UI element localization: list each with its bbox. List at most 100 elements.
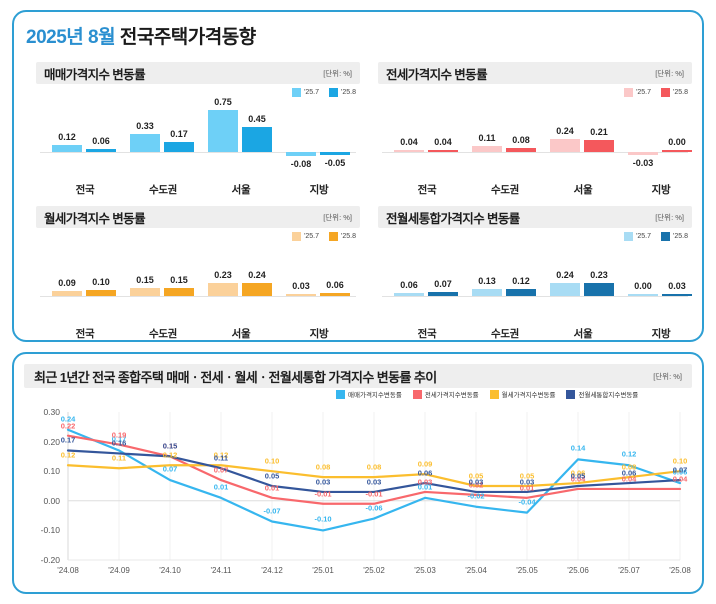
- bar-curr[interactable]: [428, 292, 458, 296]
- bar-prev[interactable]: [394, 149, 424, 152]
- trend-legend-item-3[interactable]: 전월세통합지수변동률: [566, 389, 638, 399]
- bar-value-label: 0.23: [214, 270, 232, 281]
- bar-curr[interactable]: [242, 126, 272, 152]
- data-point-label: 0.07: [213, 465, 229, 475]
- data-point-label: 0.03: [468, 477, 484, 487]
- bar-value-label: 0.24: [556, 125, 574, 136]
- data-point-label: 0.01: [213, 482, 229, 492]
- bar-prev[interactable]: [550, 138, 580, 152]
- page-title: 2025년 8월 전국주택가격동향: [26, 22, 256, 49]
- data-point-label: 0.11: [213, 453, 229, 463]
- x-axis-tick-label: '25.04: [465, 566, 487, 575]
- legend-swatch-icon: [329, 88, 339, 97]
- bar-prev[interactable]: [130, 133, 160, 152]
- data-point-label: 0.04: [672, 474, 688, 484]
- bar-prev[interactable]: [208, 110, 238, 152]
- y-axis-tick-label: 0.30: [43, 407, 60, 417]
- data-point-label: -0.04: [518, 497, 536, 507]
- trend-line-chart: 0.30 0.20 0.10 0.00 -0.10 -0.20'24.08 '24.09 '2…: [24, 404, 692, 590]
- trend-series-line-2[interactable]: [66, 464, 682, 488]
- y-axis-tick-label: 0.10: [43, 466, 60, 477]
- bar-prev[interactable]: [472, 288, 502, 296]
- bar-value-label: -0.03: [632, 157, 654, 168]
- bar-curr[interactable]: [320, 152, 350, 155]
- bar-curr[interactable]: [242, 282, 272, 296]
- category-label: 수도권: [490, 328, 520, 340]
- trend-series-line-3[interactable]: [66, 449, 682, 494]
- bar-prev[interactable]: [52, 290, 82, 296]
- bar-prev[interactable]: [130, 287, 160, 296]
- legend-item-curr: '25.8: [661, 232, 688, 241]
- bar-curr[interactable]: [86, 290, 116, 296]
- bar-curr[interactable]: [584, 140, 614, 152]
- bar-curr[interactable]: [506, 147, 536, 152]
- bar-curr[interactable]: [320, 292, 350, 296]
- trend-legend-item-1[interactable]: 전세가격지수변동률: [412, 389, 479, 399]
- panel-header-monthly-rent: 월세가격지수 변동률 [단위: %]: [36, 206, 360, 228]
- bar-group-1: 0.11 0.08 수도권: [466, 86, 544, 196]
- bar-prev[interactable]: [52, 145, 82, 152]
- category-label: 지방: [309, 328, 329, 340]
- bar-plot-area: 0.12 0.06 전국 0.33 0.17 수도권 0.75 0.45 서울 -0.08 -0.0…: [36, 86, 360, 196]
- data-point-label: 0.12: [621, 449, 637, 459]
- legend-label: 매매가격지수변동률: [348, 392, 402, 399]
- bar-prev[interactable]: [472, 145, 502, 152]
- data-point-label: 0.17: [111, 434, 127, 444]
- data-point-label: 0.01: [519, 483, 535, 493]
- data-point-label: 0.08: [315, 462, 331, 472]
- panel-combined-rent-price-index: 전월세통합가격지수 변동률 [단위: %] '25.7 '25.8 0.06 0.07 전국…: [378, 206, 692, 340]
- bar-prev[interactable]: [628, 152, 658, 155]
- category-label: 서울: [231, 328, 251, 340]
- data-point-label: 0.01: [417, 482, 433, 492]
- trend-series-line-0[interactable]: [66, 428, 682, 532]
- legend-swatch-icon: [412, 389, 422, 399]
- trend-legend-item-2[interactable]: 월세가격지수변동률: [489, 389, 555, 399]
- category-label: 서울: [573, 328, 593, 340]
- data-point-label: 0.10: [672, 456, 688, 466]
- bar-group-2: 0.24 0.21 서울: [544, 86, 622, 196]
- trend-chart-svg: [66, 412, 682, 561]
- bar-prev[interactable]: [550, 282, 580, 296]
- bar-curr[interactable]: [428, 149, 458, 152]
- panel-unit-note: [단위: %]: [655, 212, 684, 222]
- bar-group-0: 0.09 0.10 전국: [46, 230, 124, 340]
- bar-value-label: -0.08: [290, 159, 312, 170]
- bar-curr[interactable]: [662, 293, 692, 296]
- data-point-label: 0.19: [111, 430, 127, 440]
- panel-unit-note: [단위: %]: [323, 212, 352, 222]
- data-point-label: 0.01: [264, 483, 280, 493]
- bar-value-label: -0.05: [324, 157, 346, 168]
- trend-card: [12, 352, 704, 594]
- bar-curr[interactable]: [662, 149, 692, 152]
- bar-curr[interactable]: [86, 148, 116, 152]
- bar-curr[interactable]: [164, 287, 194, 296]
- trend-legend-item-0[interactable]: 매매가격지수변동률: [336, 389, 402, 399]
- bar-group-2: 0.24 0.23 서울: [544, 230, 622, 340]
- zero-baseline: [382, 152, 688, 153]
- data-point-label: 0.24: [60, 414, 76, 424]
- zero-baseline: [40, 296, 356, 297]
- bar-curr[interactable]: [584, 283, 614, 296]
- legend-item-prev: '25.7: [624, 88, 651, 97]
- legend-label: '25.8: [673, 89, 688, 96]
- x-axis-tick-label: '25.03: [414, 566, 436, 575]
- legend-label: '25.7: [304, 89, 320, 96]
- bar-prev[interactable]: [208, 283, 238, 296]
- data-point-label: 0.06: [672, 467, 688, 477]
- bar-prev[interactable]: [286, 152, 316, 157]
- bar-group-3: -0.03 0.00 지방: [622, 86, 700, 196]
- zero-baseline: [382, 296, 688, 297]
- legend-swatch-icon: [661, 232, 671, 241]
- bar-prev[interactable]: [394, 292, 424, 296]
- data-point-label: 0.15: [162, 441, 178, 451]
- bar-curr[interactable]: [506, 289, 536, 296]
- bar-curr[interactable]: [164, 142, 194, 152]
- trend-legend: 매매가격지수변동률 전세가격지수변동률 월세가격지수변동률 전월세통합지수변동률: [336, 389, 638, 399]
- bar-prev[interactable]: [628, 293, 658, 296]
- data-point-label: 0.06: [621, 468, 637, 478]
- bar-prev[interactable]: [286, 293, 316, 296]
- category-label: 수도권: [148, 184, 178, 196]
- y-axis-tick-label: -0.20: [40, 555, 60, 565]
- bar-value-label: 0.23: [590, 270, 608, 281]
